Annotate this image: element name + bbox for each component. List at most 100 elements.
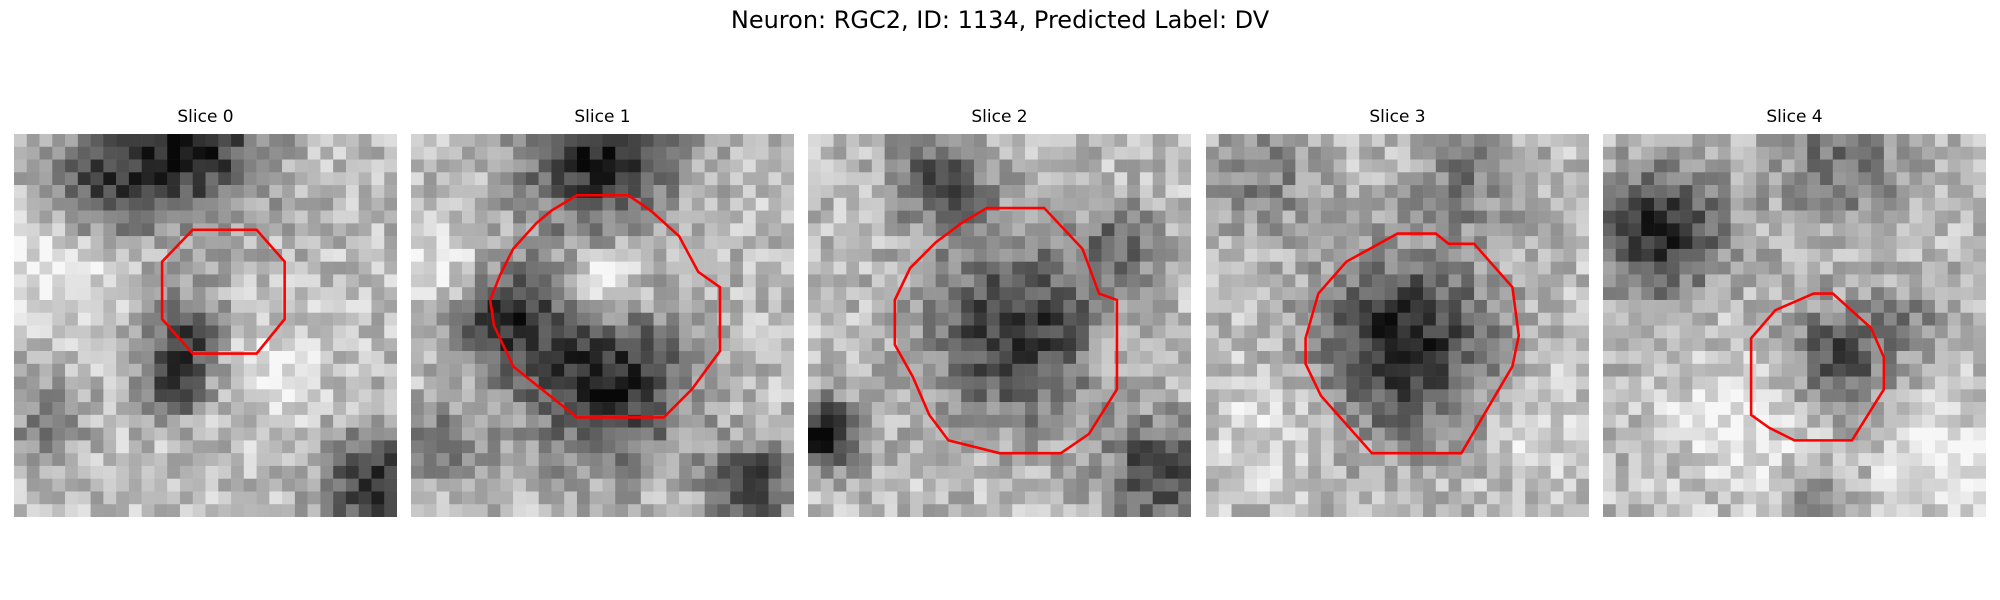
image-pixel [1947, 402, 1961, 416]
image-pixel [1320, 287, 1334, 301]
image-pixel [141, 146, 155, 160]
image-pixel [1333, 414, 1347, 428]
image-pixel [1012, 427, 1026, 441]
image-pixel [525, 223, 539, 237]
image-pixel [1615, 185, 1629, 199]
image-pixel [1934, 504, 1948, 517]
image-pixel [1012, 287, 1026, 301]
image-pixel [1845, 134, 1859, 148]
image-pixel [128, 299, 142, 313]
image-pixel [1308, 491, 1322, 505]
image-pixel [1807, 338, 1821, 352]
image-pixel [1423, 312, 1437, 326]
image-pixel [1922, 491, 1936, 505]
image-pixel [576, 325, 590, 339]
image-pixel [1679, 325, 1693, 339]
image-pixel [1101, 351, 1115, 365]
image-pixel [1257, 210, 1271, 224]
image-pixel [65, 414, 79, 428]
image-pixel [1666, 453, 1680, 467]
image-pixel [1820, 236, 1834, 250]
image-pixel [90, 389, 104, 403]
image-pixel [1346, 325, 1360, 339]
image-pixel [39, 376, 53, 390]
image-pixel [1474, 427, 1488, 441]
image-pixel [179, 159, 193, 173]
image-pixel [1269, 427, 1283, 441]
image-pixel [333, 414, 347, 428]
image-pixel [1832, 453, 1846, 467]
image-pixel [1088, 453, 1102, 467]
image-pixel [1218, 248, 1232, 262]
image-pixel [307, 248, 321, 262]
image-pixel [1088, 465, 1102, 479]
image-pixel [935, 504, 949, 517]
image-pixel [231, 491, 245, 505]
image-pixel [1807, 402, 1821, 416]
image-pixel [1152, 376, 1166, 390]
image-pixel [192, 491, 206, 505]
image-pixel [922, 287, 936, 301]
image-pixel [1947, 210, 1961, 224]
image-pixel [1525, 427, 1539, 441]
image-pixel [103, 274, 117, 288]
image-pixel [52, 172, 66, 186]
image-pixel [1076, 312, 1090, 326]
image-pixel [345, 223, 359, 237]
image-pixel [1563, 351, 1577, 365]
image-pixel [1384, 389, 1398, 403]
image-pixel [205, 299, 219, 313]
image-pixel [1308, 427, 1322, 441]
image-pixel [384, 351, 397, 365]
image-pixel [781, 491, 794, 505]
image-pixel [1423, 172, 1437, 186]
image-pixel [1127, 223, 1141, 237]
image-pixel [513, 261, 527, 275]
image-pixel [243, 185, 257, 199]
image-pixel [1576, 261, 1589, 275]
image-pixel [205, 427, 219, 441]
image-pixel [462, 134, 476, 148]
image-pixel [1807, 299, 1821, 313]
image-pixel [730, 440, 744, 454]
image-pixel [1333, 236, 1347, 250]
image-pixel [218, 453, 232, 467]
image-pixel [411, 197, 425, 211]
image-pixel [1666, 299, 1680, 313]
image-pixel [564, 440, 578, 454]
image-pixel [358, 504, 372, 517]
image-pixel [615, 146, 629, 160]
image-pixel [820, 274, 834, 288]
image-pixel [320, 197, 334, 211]
image-pixel [231, 453, 245, 467]
image-pixel [704, 402, 718, 416]
image-pixel [26, 146, 40, 160]
image-pixel [1909, 338, 1923, 352]
image-pixel [640, 427, 654, 441]
image-pixel [1076, 478, 1090, 492]
image-pixel [513, 465, 527, 479]
image-pixel [781, 134, 794, 148]
image-pixel [1206, 312, 1220, 326]
image-pixel [1423, 504, 1437, 517]
image-pixel [358, 478, 372, 492]
image-pixel [871, 453, 885, 467]
image-pixel [1499, 287, 1513, 301]
image-pixel [449, 210, 463, 224]
image-pixel [1165, 134, 1179, 148]
image-pixel [500, 185, 514, 199]
image-pixel [1050, 351, 1064, 365]
image-pixel [65, 172, 79, 186]
image-pixel [345, 236, 359, 250]
image-pixel [141, 440, 155, 454]
image-pixel [1206, 172, 1220, 186]
image-pixel [26, 376, 40, 390]
image-pixel [52, 159, 66, 173]
image-pixel [1359, 146, 1373, 160]
image-pixel [77, 248, 91, 262]
image-pixel [833, 351, 847, 365]
image-pixel [1679, 402, 1693, 416]
image-pixel [1308, 274, 1322, 288]
image-pixel [1139, 312, 1153, 326]
image-pixel [1461, 325, 1475, 339]
